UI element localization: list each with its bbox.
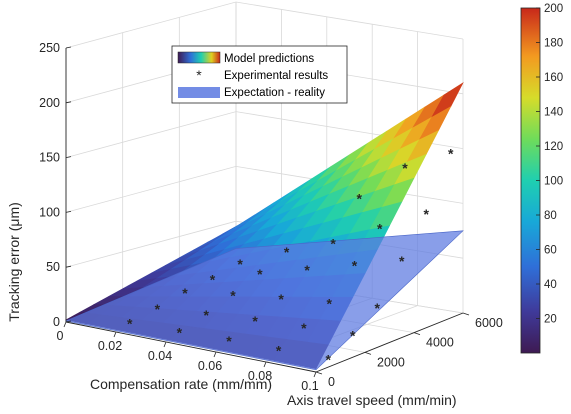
x-tick: [313, 371, 317, 378]
z-tick-label: 50: [46, 260, 60, 274]
experimental-point: *: [203, 307, 209, 323]
y-tick-label: 4000: [426, 336, 454, 350]
expectation-reality-plane: [64, 230, 464, 371]
x-axis-line: [65, 321, 317, 373]
z-tick-label: 0: [53, 315, 60, 329]
experimental-point: *: [230, 287, 236, 303]
x-tick-label: 0.08: [248, 369, 272, 383]
experimental-point: *: [352, 258, 358, 274]
experimental-point: *: [350, 327, 356, 343]
x-tick-label: 0: [57, 329, 64, 343]
experimental-points: ****** * * * ** * * * ** * * * *********: [127, 146, 454, 368]
x-tick: [213, 351, 217, 358]
z-tick-label: 150: [39, 151, 60, 165]
experimental-point: *: [177, 324, 183, 340]
experimental-point: *: [182, 285, 188, 301]
x-tick-label: 0.06: [198, 359, 222, 373]
experimental-point: *: [326, 295, 332, 311]
x-tick: [63, 321, 67, 328]
z-tick-label: 100: [39, 205, 60, 219]
axes: [65, 48, 464, 373]
experimental-point: *: [237, 256, 243, 272]
colorbar-tick-label: 80: [544, 210, 557, 222]
experimental-point: *: [356, 191, 362, 207]
z-tick: [65, 156, 72, 158]
experimental-point: *: [402, 160, 408, 176]
experimental-point: *: [127, 316, 133, 332]
z-gridline: [65, 1, 464, 49]
legend-label-expectation: Expectation - reality: [224, 87, 325, 99]
colorbar-tick-label: 40: [544, 279, 557, 291]
y-tick-label: 2000: [377, 355, 405, 369]
legend-swatch-expectation: [178, 87, 220, 98]
z-tick: [65, 320, 72, 323]
experimental-point: *: [226, 333, 232, 349]
y-tick: [462, 312, 470, 316]
experimental-point: *: [304, 262, 310, 278]
z-tick: [65, 46, 72, 49]
colorbar-ticks: 20 40 60 80 100 120 140 160 180 200: [536, 3, 563, 326]
x-tick: [263, 361, 267, 368]
experimental-point: *: [278, 291, 284, 307]
z-tick-label: 200: [39, 96, 60, 110]
experimental-point: *: [326, 351, 332, 367]
legend-label-model: Model predictions: [224, 53, 314, 65]
legend-label-experimental: Experimental results: [224, 70, 328, 82]
z-axis-label: Tracking error (μm): [6, 202, 22, 322]
y-axis-line: [315, 312, 464, 373]
expectation-plane-patch: [64, 230, 464, 371]
x-tick-label: 0.04: [148, 349, 172, 363]
experimental-point: *: [424, 206, 430, 222]
colorbar-tick-label: 200: [544, 3, 563, 15]
experimental-point: *: [276, 343, 282, 359]
experimental-point: *: [377, 221, 383, 237]
colorbar-tick-label: 20: [544, 314, 557, 326]
x-axis-label: Compensation rate (mm/mm): [90, 376, 272, 392]
y-tick: [315, 371, 323, 375]
y-tick-label: 6000: [475, 316, 503, 330]
experimental-point: *: [252, 313, 258, 329]
x-tick-label: 0.02: [98, 339, 122, 353]
x-tick-label: 0.1: [301, 379, 318, 393]
colorbar-tick-label: 100: [544, 176, 563, 188]
x-tick: [163, 341, 167, 348]
legend-marker-experimental: *: [196, 67, 202, 83]
y-axis-label: Axis travel speed (mm/min): [287, 392, 457, 408]
y-tick-label: 0: [328, 375, 335, 389]
experimental-point: *: [301, 320, 307, 336]
z-tick: [65, 211, 72, 213]
legend: Model predictions * Experimental results…: [171, 45, 348, 104]
colorbar-tick-label: 140: [544, 107, 563, 119]
colorbar-tick-label: 180: [544, 38, 563, 50]
experimental-point: *: [375, 300, 381, 316]
y-tick: [364, 351, 372, 355]
experimental-point: *: [448, 146, 454, 162]
experimental-point: *: [330, 236, 336, 252]
z-tick-label: 250: [39, 41, 60, 55]
z-tick: [65, 265, 72, 268]
y-tick: [413, 332, 421, 336]
experimental-point: *: [257, 266, 263, 282]
x-tick: [113, 331, 117, 338]
experimental-point: *: [210, 272, 216, 288]
experimental-point: *: [399, 253, 405, 269]
colorbar-tick-label: 120: [544, 141, 563, 153]
axis-tick-labels: 0 50 100 150 200 250 0 0.02 0.04 0.06 0.08 0.1 0 2000…: [39, 41, 503, 393]
experimental-point: *: [155, 301, 161, 317]
legend-swatch-model: [177, 51, 221, 64]
colorbar-tick-label: 60: [544, 245, 557, 257]
z-tick: [65, 101, 72, 104]
experimental-point: *: [284, 244, 290, 260]
colorbar-tick-label: 160: [544, 72, 563, 84]
colorbar: 20 40 60 80 100 120 140 160 180 200: [520, 3, 563, 354]
